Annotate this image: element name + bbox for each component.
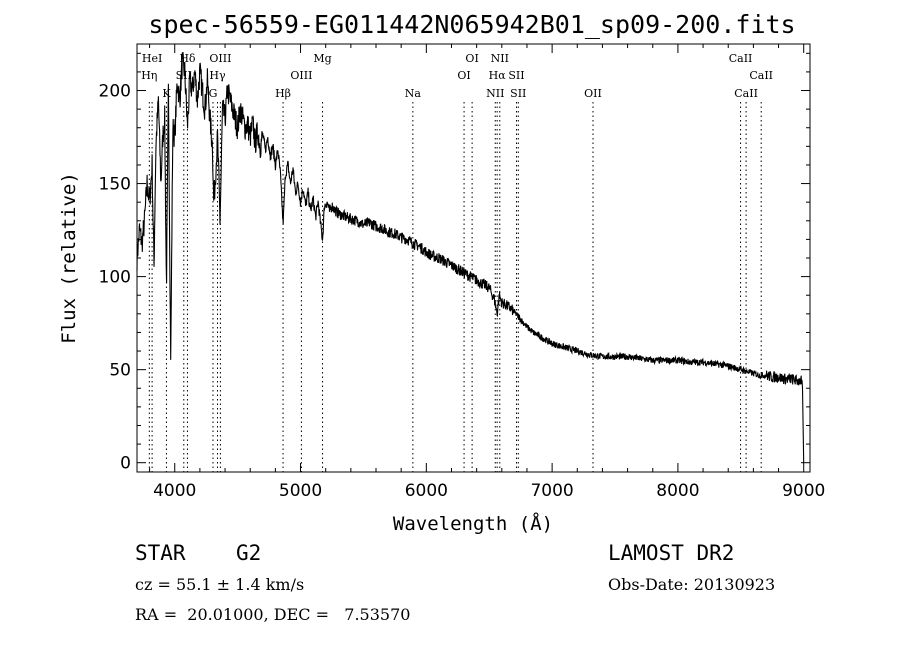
y-tick-label: 0 — [120, 454, 131, 474]
spectral-line-labels: HηHeIKSIIHδGHγOIIIHβOIIIMgNaOIOINIIHαNII… — [141, 52, 773, 100]
x-tick-label: 5000 — [279, 481, 322, 501]
line-label-6: Hγ — [209, 69, 226, 82]
coordinates: RA = 20.01000, DEC = 7.53570 — [135, 605, 411, 624]
y-tick-label: 150 — [99, 175, 131, 195]
x-tick-label: 9000 — [782, 481, 825, 501]
survey-name: LAMOST DR2 — [608, 541, 735, 565]
plot-frame — [136, 43, 811, 473]
spectrum-line — [136, 52, 805, 463]
redshift-cz: cz = 55.1 ± 1.4 km/s — [135, 575, 305, 594]
x-tick-label: 8000 — [656, 481, 699, 501]
line-label-20: CaII — [729, 52, 753, 65]
line-label-2: K — [162, 87, 171, 100]
y-axis: 0 50 100 150 200 — [99, 52, 810, 474]
chart-title: spec-56559-EG011442N065942B01_sp09-200.f… — [148, 10, 795, 39]
line-label-9: OIII — [290, 69, 312, 82]
line-label-19: OII — [584, 87, 602, 100]
x-axis-label: Wavelength (Å) — [393, 512, 553, 535]
spectral-line-markers — [148, 102, 762, 472]
x-tick-label: 7000 — [530, 481, 573, 501]
line-label-10: Mg — [313, 52, 331, 65]
line-label-15: Hα — [489, 69, 507, 82]
line-label-7: OIII — [209, 52, 231, 65]
line-label-18: SII — [510, 87, 526, 100]
line-label-5: G — [209, 87, 218, 100]
line-label-13: OI — [465, 52, 478, 65]
line-label-17: SII — [508, 69, 524, 82]
line-label-12: OI — [457, 69, 470, 82]
object-type: STAR — [135, 541, 186, 565]
observation-date: Obs-Date: 20130923 — [608, 575, 776, 594]
x-axis: 4000 5000 6000 7000 8000 9000 — [149, 44, 825, 501]
line-label-0: Hη — [141, 69, 157, 82]
spectral-subclass: G2 — [236, 541, 262, 565]
x-tick-label: 4000 — [153, 481, 196, 501]
y-tick-label: 100 — [99, 268, 131, 288]
y-tick-label: 200 — [99, 82, 131, 102]
line-label-22: CaII — [749, 69, 773, 82]
line-label-21: CaII — [734, 87, 758, 100]
line-label-16: NII — [491, 52, 509, 65]
line-label-8: Hβ — [275, 87, 291, 100]
y-tick-label: 50 — [109, 361, 131, 381]
x-tick-label: 6000 — [405, 481, 448, 501]
y-axis-label: Flux (relative) — [58, 172, 80, 344]
line-label-11: Na — [405, 87, 422, 100]
line-label-14: NII — [486, 87, 504, 100]
line-label-1: HeI — [142, 52, 162, 65]
